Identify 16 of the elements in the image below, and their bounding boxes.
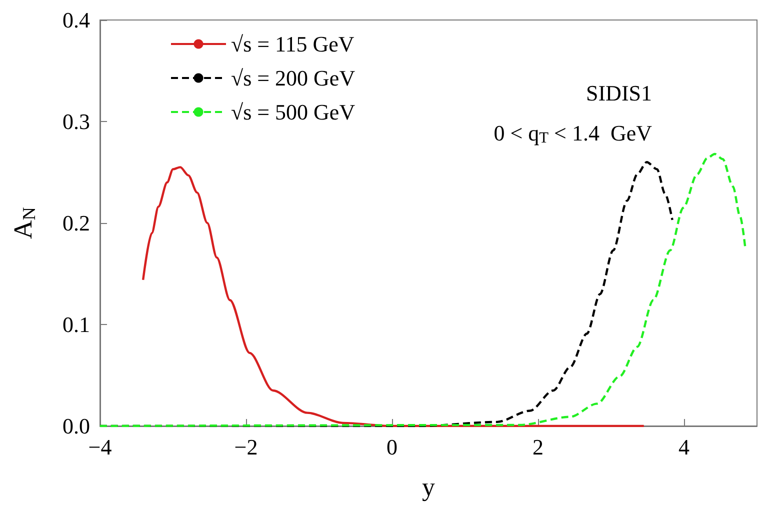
- x-tick-label: −2: [234, 434, 258, 460]
- annotation: SIDIS1: [586, 80, 652, 106]
- y-tick-label: 0.0: [62, 414, 90, 438]
- x-tick-label: 2: [532, 434, 544, 460]
- x-tick-label: −4: [88, 434, 112, 460]
- x-tick-label: 0: [386, 434, 398, 460]
- x-axis-title: y: [422, 472, 435, 502]
- y-tick-label: 0.4: [62, 8, 90, 32]
- legend-label: √s = 500 GeV: [231, 100, 356, 124]
- x-tick-label: 4: [678, 434, 690, 460]
- y-axis-title: AN: [8, 207, 39, 239]
- legend-label: √s = 200 GeV: [231, 66, 356, 90]
- y-tick-label: 0.2: [62, 210, 90, 236]
- y-tick-label: 0.3: [62, 109, 90, 134]
- legend-label: √s = 115 GeV: [231, 32, 354, 56]
- y-tick-label: 0.1: [62, 312, 90, 337]
